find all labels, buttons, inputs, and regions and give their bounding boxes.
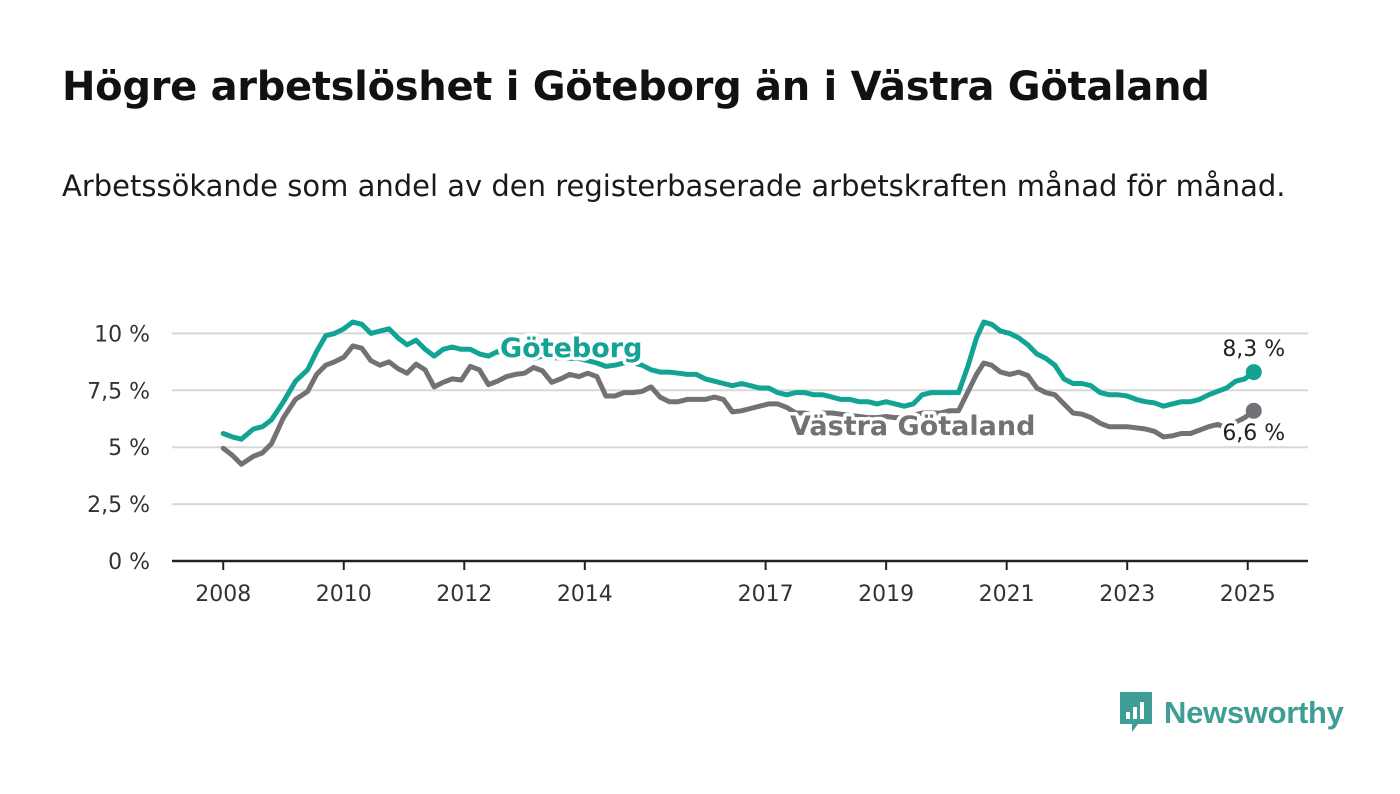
chart-title: Högre arbetslöshet i Göteborg än i Västr… (62, 64, 1210, 110)
brand-name: Newsworthy (1164, 695, 1344, 730)
series-line-vastra-gotaland (220, 343, 1257, 467)
end-point-goteborg (1245, 364, 1262, 381)
x-tick-label: 2012 (436, 582, 492, 607)
x-tick-label: 2019 (858, 582, 914, 607)
y-tick-label: 7,5 % (87, 379, 150, 404)
x-tick-label: 2008 (195, 582, 251, 607)
series-label-vastra-gotaland: Västra Götaland (790, 411, 1035, 442)
x-axis-ticks: 2008 2010 2012 2014 2017 2019 2021 2023 2025 (195, 561, 1276, 607)
series-line-goteborg (220, 319, 1257, 442)
grid-lines (172, 332, 1308, 506)
y-tick-label: 10 % (94, 322, 150, 347)
end-value-vastra-gotaland: 6,6 % (1222, 421, 1285, 446)
end-value-goteborg: 8,3 % (1222, 337, 1285, 362)
x-tick-label: 2014 (557, 582, 613, 607)
x-tick-label: 2010 (316, 582, 372, 607)
chart-subtitle: Arbetssökande som andel av den registerb… (62, 169, 1286, 203)
x-tick-label: 2017 (738, 582, 794, 607)
y-tick-label: 5 % (108, 436, 150, 461)
x-tick-label: 2025 (1220, 582, 1276, 607)
y-tick-label: 2,5 % (87, 493, 150, 518)
bar-chart-speech-icon (1120, 692, 1152, 732)
series-label-goteborg: Göteborg (500, 333, 642, 364)
brand-logo[interactable]: Newsworthy (1118, 690, 1344, 736)
x-tick-label: 2023 (1099, 582, 1155, 607)
end-point-vastra-gotaland (1245, 402, 1262, 419)
x-tick-label: 2021 (979, 582, 1035, 607)
y-tick-label: 0 % (108, 550, 150, 575)
series-labels: Göteborg Västra Götaland 8,3 % 6,6 % (497, 330, 1289, 450)
series-lines (220, 319, 1262, 467)
y-axis-ticks: 0 % 2,5 % 5 % 7,5 % 10 % (87, 322, 150, 575)
